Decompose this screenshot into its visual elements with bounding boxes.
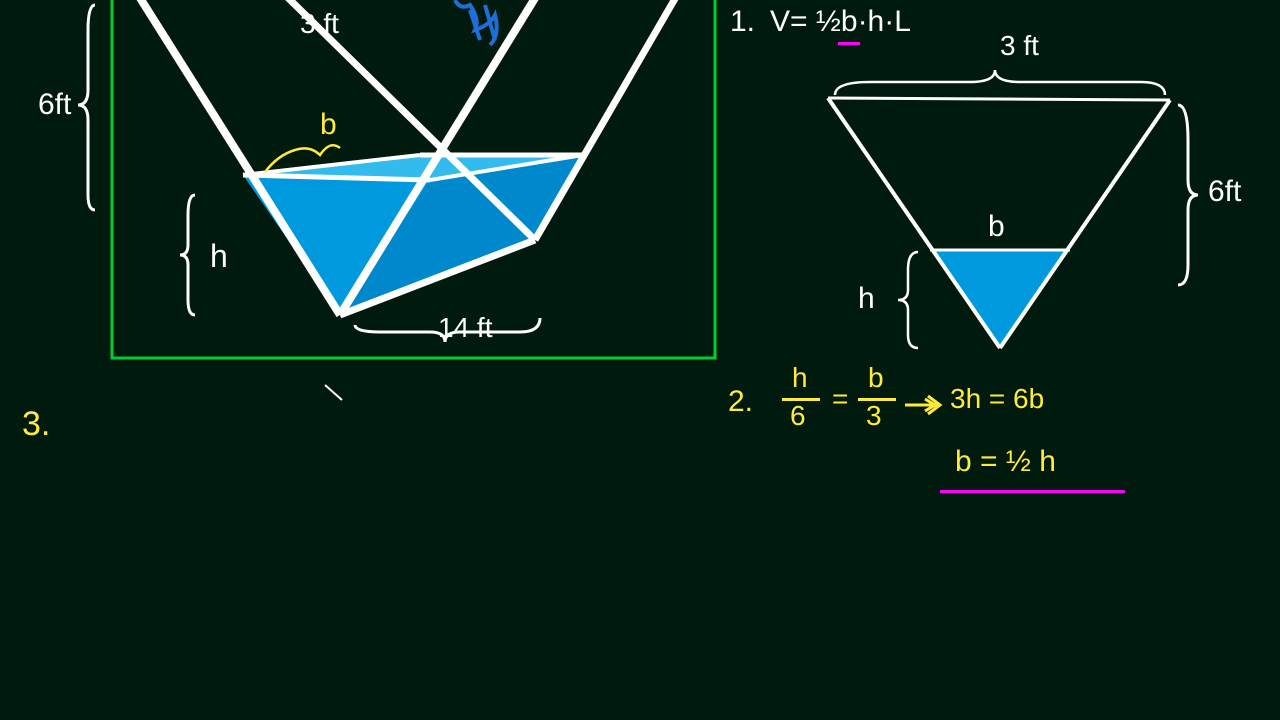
step1-eq: V= ½b·h·L [770,5,911,39]
step2-number: 2. [728,385,753,419]
trough-edge [535,0,680,240]
brace-6ft [78,5,95,210]
brace-6ft-right [1178,105,1198,285]
step2-6: 6 [790,400,806,432]
step2-eq: = [832,383,848,415]
label-h-right: h [858,282,875,316]
underline-b [838,42,860,45]
arrow-icon [900,390,950,420]
step2-result: 3h = 6b [950,383,1044,415]
cursor-icon [325,385,342,400]
underline-result [940,490,1125,493]
step2-final: b = ½ h [955,445,1056,479]
label-h-left: h [210,238,228,275]
label-3ft-right: 3 ft [1000,30,1039,62]
step3-number: 3. [22,405,50,444]
trough-edge [135,0,340,315]
label-b-left: b [320,108,337,142]
label-b-right: b [988,210,1005,244]
triangle-top [828,98,1170,100]
label-14ft: 14 ft [438,312,492,344]
brace-h-right [898,252,918,348]
brace-3ft-right [835,70,1165,95]
water-triangle [930,250,1070,348]
label-6ft: 6ft [38,88,71,122]
step2-b: b [868,362,884,394]
triangle-right [1000,100,1170,348]
diagram-canvas [0,0,1280,720]
triangle-left [828,98,1000,348]
label-3ft-top: 3 ft [300,8,339,40]
faucet-icon [455,0,497,45]
step2-3: 3 [866,400,882,432]
brace-h [180,195,195,315]
label-6ft-right: 6ft [1208,175,1241,209]
step1-number: 1. [730,5,755,39]
step2-h: h [792,362,808,394]
